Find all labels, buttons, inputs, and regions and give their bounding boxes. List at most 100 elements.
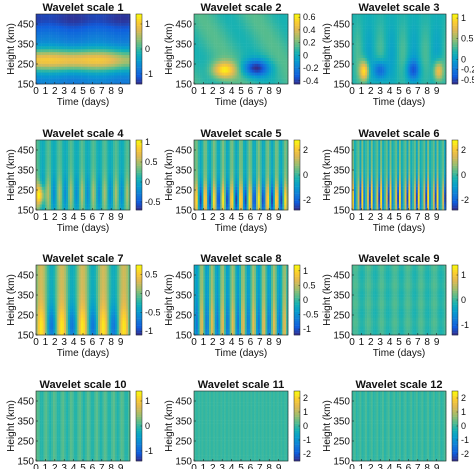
heatmap-cell bbox=[368, 66, 372, 70]
heatmap-cell bbox=[265, 54, 268, 58]
heatmap-cell bbox=[69, 49, 72, 53]
heatmap-cell bbox=[105, 63, 108, 67]
heatmap-cell bbox=[415, 57, 419, 61]
heatmap-cell bbox=[421, 19, 424, 23]
heatmap-cell bbox=[367, 49, 370, 53]
heatmap-cell bbox=[122, 207, 125, 211]
heatmap-cell bbox=[88, 142, 91, 147]
heatmap-cell bbox=[94, 189, 97, 193]
heatmap-cell bbox=[109, 31, 112, 35]
heatmap-cell bbox=[101, 25, 104, 29]
heatmap-cell bbox=[111, 63, 114, 67]
heatmap-cell bbox=[224, 63, 227, 67]
heatmap-cell bbox=[222, 37, 225, 41]
heatmap-cell bbox=[194, 81, 197, 85]
heatmap-cell bbox=[359, 34, 362, 38]
heatmap-cell bbox=[205, 14, 208, 18]
heatmap-cell bbox=[393, 78, 396, 82]
heatmap-cell bbox=[357, 37, 360, 41]
heatmap-cell bbox=[58, 28, 61, 32]
heatmap-cell bbox=[52, 60, 56, 64]
heatmap-cell bbox=[116, 192, 119, 196]
heatmap-cell bbox=[73, 183, 76, 187]
heatmap-cell bbox=[83, 198, 86, 202]
heatmap-cell bbox=[242, 46, 246, 50]
heatmap-cell bbox=[49, 140, 52, 144]
heatmap-cell bbox=[75, 204, 78, 208]
heatmap-cell bbox=[408, 28, 411, 32]
heatmap-cell bbox=[389, 72, 392, 76]
heatmap-cell bbox=[60, 140, 63, 144]
heatmap-cell bbox=[248, 31, 251, 35]
heatmap-cell bbox=[60, 177, 63, 182]
heatmap-cell bbox=[51, 28, 54, 32]
heatmap-cell bbox=[60, 154, 63, 158]
heatmap-cell bbox=[406, 54, 409, 58]
heatmap-cell bbox=[47, 183, 50, 187]
heatmap-cell bbox=[81, 49, 84, 53]
heatmap-cell bbox=[207, 37, 210, 41]
heatmap-cell bbox=[203, 78, 206, 82]
heatmap-cell bbox=[235, 31, 238, 35]
heatmap-cell bbox=[274, 22, 277, 26]
heatmap-cell bbox=[75, 186, 78, 190]
heatmap-cell bbox=[43, 63, 46, 67]
heatmap-cell bbox=[353, 43, 357, 47]
heatmap-cell bbox=[52, 177, 56, 182]
heatmap-cell bbox=[218, 34, 221, 38]
heatmap-cell bbox=[378, 22, 381, 26]
colorbar-segment bbox=[136, 60, 142, 64]
heatmap-cell bbox=[414, 72, 417, 76]
heatmap-cell bbox=[79, 151, 82, 155]
heatmap-cell bbox=[43, 40, 46, 44]
heatmap-cell bbox=[363, 57, 366, 61]
heatmap-cell bbox=[51, 148, 54, 152]
heatmap-cell bbox=[286, 19, 289, 23]
heatmap-cell bbox=[43, 186, 46, 190]
heatmap-cell bbox=[51, 207, 54, 211]
heatmap-cell bbox=[286, 78, 289, 82]
heatmap-cell bbox=[363, 37, 366, 41]
heatmap-cell bbox=[355, 31, 358, 35]
heatmap-cell bbox=[391, 25, 394, 29]
heatmap-cell bbox=[109, 166, 112, 170]
heatmap-cell bbox=[75, 34, 78, 38]
heatmap-cell bbox=[427, 22, 430, 26]
heatmap-cell bbox=[284, 43, 287, 47]
heatmap-cell bbox=[99, 166, 103, 170]
heatmap-cell bbox=[391, 63, 394, 67]
heatmap-cell bbox=[257, 46, 261, 50]
heatmap-cell bbox=[64, 28, 67, 32]
heatmap-cell bbox=[37, 186, 41, 190]
heatmap-cell bbox=[58, 151, 61, 155]
heatmap-cell bbox=[380, 19, 383, 23]
heatmap-cell bbox=[383, 31, 387, 35]
heatmap-cell bbox=[124, 78, 127, 82]
heatmap-cell bbox=[43, 72, 46, 76]
heatmap-cell bbox=[92, 169, 95, 173]
heatmap-cell bbox=[60, 145, 63, 149]
heatmap-cell bbox=[39, 189, 42, 193]
heatmap-cell bbox=[81, 157, 84, 161]
heatmap-cell bbox=[98, 192, 101, 196]
heatmap-cell bbox=[209, 31, 212, 35]
heatmap-cell bbox=[120, 78, 123, 82]
heatmap-cell bbox=[94, 43, 97, 47]
heatmap-cell bbox=[113, 37, 116, 41]
heatmap-cell bbox=[425, 78, 428, 82]
heatmap-cell bbox=[116, 34, 119, 38]
heatmap-cell bbox=[395, 78, 398, 82]
heatmap-cell bbox=[64, 46, 67, 50]
heatmap-cell bbox=[126, 25, 129, 29]
heatmap-cell bbox=[98, 177, 101, 182]
heatmap-cell bbox=[395, 16, 398, 21]
heatmap-cell bbox=[231, 31, 234, 35]
heatmap-cell bbox=[73, 31, 76, 35]
heatmap-cell bbox=[423, 31, 426, 35]
heatmap-cell bbox=[412, 34, 415, 38]
heatmap-cell bbox=[111, 22, 114, 26]
heatmap-cell bbox=[282, 14, 285, 18]
heatmap-cell bbox=[246, 51, 249, 56]
heatmap-cell bbox=[116, 163, 119, 167]
heatmap-cell bbox=[83, 186, 86, 190]
